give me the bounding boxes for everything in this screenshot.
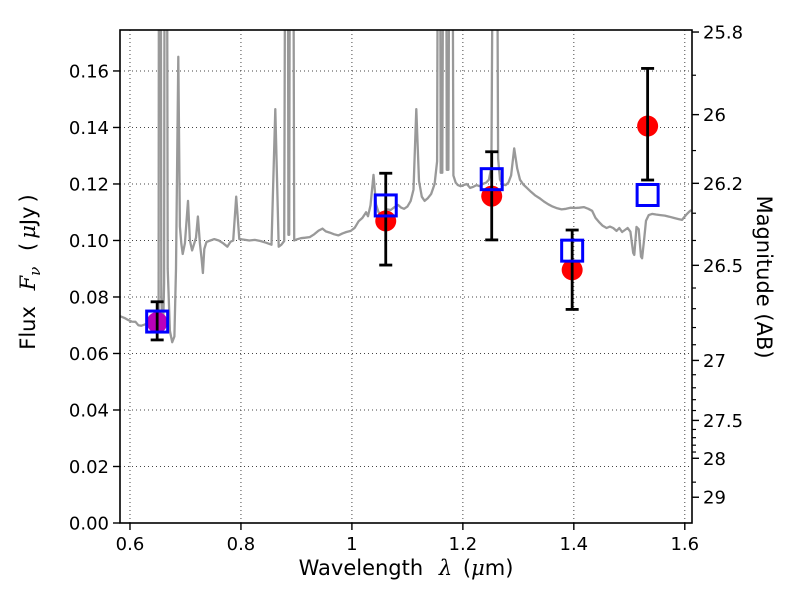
flux-tick-label: 0.16 xyxy=(69,61,109,82)
model-flux-point xyxy=(145,309,170,334)
x-axis-word: Wavelength xyxy=(298,556,424,580)
flux-tick-label: 0.06 xyxy=(69,344,109,365)
x-tick-label: 1 xyxy=(346,534,357,555)
flux-tick-label: 0.08 xyxy=(69,287,109,308)
x-tick-label: 0.6 xyxy=(116,534,145,555)
mag-tick-label: 27 xyxy=(703,351,726,372)
x-unit-open: ( xyxy=(462,556,472,580)
flux-nu-subscript: ν xyxy=(25,266,44,276)
flux-tick-label: 0.00 xyxy=(69,514,109,535)
flux-tick-label: 0.02 xyxy=(69,457,109,478)
mu-symbol: μ xyxy=(471,556,485,580)
flux-mu-symbol: μ xyxy=(16,225,41,239)
x-unit-close: m) xyxy=(484,556,514,580)
mag-tick-label: 26 xyxy=(703,105,726,126)
mag-tick-label: 27.5 xyxy=(703,411,743,432)
flux-tick-label: 0.14 xyxy=(69,118,109,139)
x-axis-label: Wavelength λ (μm) xyxy=(120,556,692,580)
mag-tick-label: 25.8 xyxy=(703,23,743,44)
flux-tick-label: 0.12 xyxy=(69,174,109,195)
flux-tick-label: 0.04 xyxy=(69,400,109,421)
flux-tick-label: 0.10 xyxy=(69,231,109,252)
x-tick-label: 1.6 xyxy=(670,534,699,555)
x-tick-label: 0.8 xyxy=(227,534,256,555)
lambda-symbol: λ xyxy=(438,556,453,580)
flux-unit-open: ( xyxy=(16,242,41,251)
model-flux-point xyxy=(635,182,660,207)
plot-border xyxy=(119,29,693,524)
x-tick-label: 1.4 xyxy=(560,534,589,555)
mag-tick-label: 26.5 xyxy=(703,256,743,277)
model-flux-point xyxy=(373,193,398,218)
x-tick-label: 1.2 xyxy=(449,534,478,555)
model-flux-point xyxy=(479,167,504,192)
flux-unit-close: ) xyxy=(16,194,41,203)
model-spectrum-line xyxy=(120,30,692,344)
flux-word: Flux xyxy=(16,306,41,350)
mag-tick-label: 29 xyxy=(703,488,726,509)
right-y-axis-label: Magnitude (AB) xyxy=(752,195,776,359)
mag-tick-label: 26.2 xyxy=(703,174,743,195)
flux-F-symbol: F xyxy=(16,275,41,291)
left-y-axis-label: Flux Fν ( μJy) xyxy=(16,194,44,349)
mag-tick-label: 28 xyxy=(703,449,726,470)
flux-unit: Jy xyxy=(16,206,41,226)
model-flux-point xyxy=(560,238,585,263)
